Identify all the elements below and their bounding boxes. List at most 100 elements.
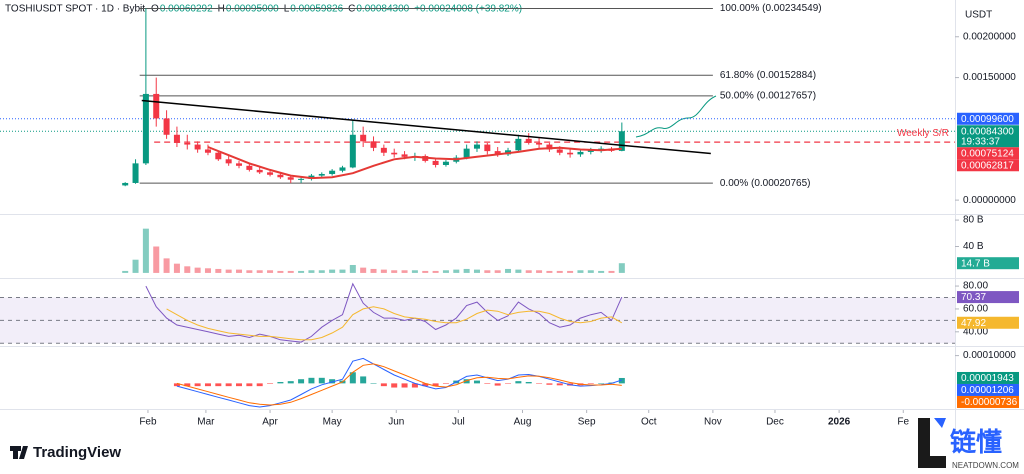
candle-body xyxy=(163,118,170,135)
candle-body xyxy=(287,177,294,180)
candle-body xyxy=(587,150,594,152)
volume-bar xyxy=(370,268,377,273)
x-tick-label: 2026 xyxy=(828,417,851,428)
candle-body xyxy=(546,144,553,150)
y-tick-label: 0.00000000 xyxy=(963,195,1016,206)
value-label: 47.92 xyxy=(961,318,986,329)
y-tick-label: 40.00 xyxy=(963,326,988,337)
volume-bar xyxy=(546,270,553,273)
histogram-bar xyxy=(225,383,232,387)
volume-bar xyxy=(432,270,439,273)
candle-body xyxy=(391,152,398,155)
pane-separators xyxy=(0,0,1024,434)
watermark: 链懂 NEATDOWN.COM xyxy=(918,418,1019,470)
candle-body xyxy=(267,172,274,175)
trendline xyxy=(141,99,711,155)
candle-body xyxy=(142,93,149,164)
volume-bar xyxy=(587,270,594,273)
x-tick-label: Dec xyxy=(766,417,784,428)
histogram-bar xyxy=(442,383,449,384)
candle-body xyxy=(525,138,532,143)
x-tick-label: Aug xyxy=(514,417,532,428)
series-line xyxy=(166,306,623,341)
volume-bar xyxy=(453,269,460,273)
histogram-bar xyxy=(484,383,491,384)
histogram-bar xyxy=(277,381,284,384)
value-label-box xyxy=(957,159,1019,172)
volume-bar xyxy=(122,270,129,273)
candle-body xyxy=(122,182,129,186)
candle-body xyxy=(194,144,201,150)
histogram-bar xyxy=(463,379,470,384)
volume-bar xyxy=(298,270,305,273)
volume-bar xyxy=(505,268,512,273)
volume-bar xyxy=(153,246,160,273)
volume-bar xyxy=(194,267,201,273)
volume-bar xyxy=(308,270,315,273)
volume-bar xyxy=(349,264,356,273)
value-label: 0.00001943 xyxy=(961,373,1014,384)
volume-bar xyxy=(515,269,522,273)
volume-bar xyxy=(360,267,367,273)
histogram-bar xyxy=(194,383,201,387)
histogram-bar xyxy=(204,383,211,387)
watermark-text: 链懂 xyxy=(950,427,1002,457)
volume-bar xyxy=(163,258,170,273)
histogram-bar xyxy=(329,379,336,384)
value-label-box xyxy=(957,257,1019,270)
y-tick-label: 40 B xyxy=(963,241,984,252)
fib-label: 0.00% (0.00020765) xyxy=(720,178,811,189)
candle-body xyxy=(132,163,139,183)
value-label-box xyxy=(957,147,1019,160)
value-label: 14.7 B xyxy=(961,258,990,269)
candle-body xyxy=(556,149,563,153)
volume-bar xyxy=(422,270,429,273)
histogram-bar xyxy=(173,383,180,387)
candle-body xyxy=(246,165,253,170)
support-label: Weekly S/R xyxy=(897,128,949,139)
volume-bar xyxy=(411,270,418,273)
y-tick-label: 80.00 xyxy=(963,281,988,292)
candle-body xyxy=(484,144,491,152)
x-tick-label: Apr xyxy=(262,417,278,428)
header-text: O xyxy=(151,4,159,15)
y-tick-label: 60.00 xyxy=(963,304,988,315)
histogram-bar xyxy=(370,383,377,384)
candle-body xyxy=(329,170,336,174)
candle-body xyxy=(567,152,574,155)
y-tick-label: 0.00150000 xyxy=(963,72,1016,83)
volume-bar xyxy=(173,263,180,273)
candle-body xyxy=(225,159,232,164)
value-label-box xyxy=(957,291,1019,304)
histogram-bar xyxy=(184,383,191,387)
histogram-bar xyxy=(473,380,480,384)
watermark-sub: NEATDOWN.COM xyxy=(952,461,1019,470)
tradingview-logo: TradingView xyxy=(10,444,121,461)
value-label: 0.00075124 xyxy=(961,148,1014,159)
histogram-bar xyxy=(525,381,532,384)
header-text: H xyxy=(218,4,225,15)
y-tick-label: 80 B xyxy=(963,215,984,226)
histogram-bar xyxy=(494,383,501,386)
fib-label: 61.80% (0.00152884) xyxy=(720,70,816,81)
volume-bar xyxy=(577,270,584,273)
x-tick-label: Jun xyxy=(388,417,404,428)
histogram-bar xyxy=(401,383,408,388)
histogram-bar xyxy=(236,383,243,387)
candle-body xyxy=(153,93,160,119)
fib-label: 50.00% (0.00127657) xyxy=(720,90,816,101)
histogram-bar xyxy=(422,383,429,387)
volume-bar xyxy=(442,270,449,273)
value-label-box xyxy=(957,383,1019,396)
candle-body xyxy=(473,144,480,149)
value-label: 0.00084300 xyxy=(961,126,1014,137)
volume-bar xyxy=(525,270,532,273)
header-text: 0.00084300 xyxy=(356,4,409,15)
logo-icon xyxy=(10,446,28,459)
candle-body xyxy=(236,163,243,166)
volume-bar xyxy=(246,270,253,273)
volume-bar xyxy=(556,270,563,273)
candle-body xyxy=(515,138,522,151)
series-line xyxy=(145,282,623,343)
